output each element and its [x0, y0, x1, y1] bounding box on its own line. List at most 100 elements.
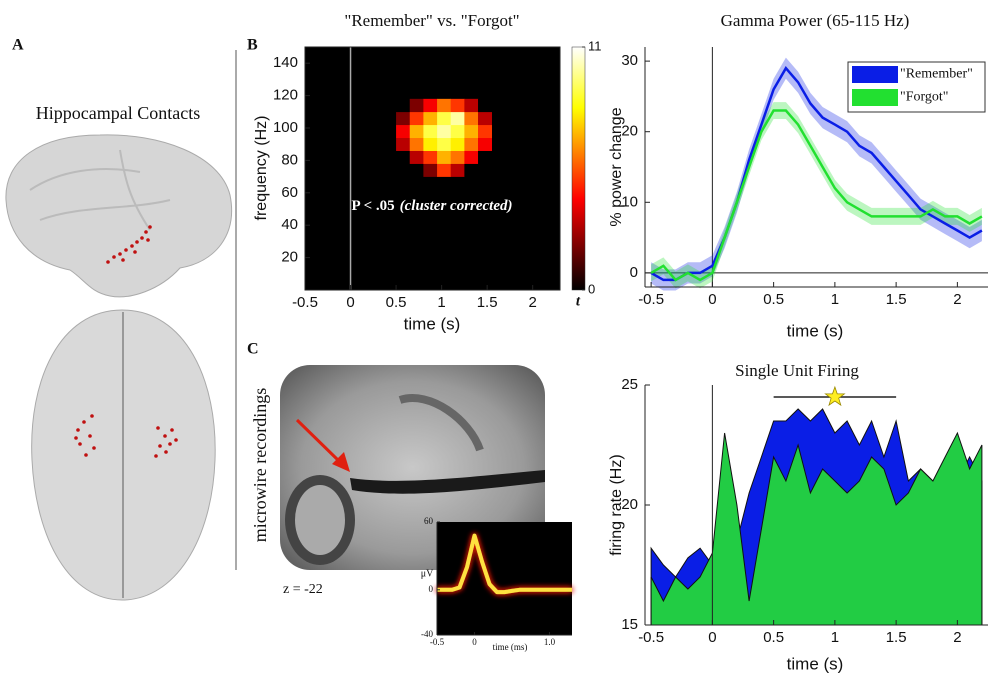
significance-star [824, 385, 846, 407]
y-tick-label: 0 [429, 584, 434, 594]
x-tick-label: -0.5 [638, 291, 664, 308]
x-axis-label: time (ms) [493, 642, 528, 652]
plot-frame [304, 46, 561, 291]
x-tick-label: 2 [953, 629, 961, 646]
y-tick-label: 60 [281, 184, 298, 201]
heatmap-cell [423, 137, 438, 151]
x-tick-label: 2 [953, 291, 961, 308]
legend-swatch [852, 66, 898, 83]
x-tick-label: 0 [708, 629, 716, 646]
heatmap-cell [423, 163, 438, 177]
x-tick-label: 1 [831, 291, 839, 308]
x-tick-label: 1.5 [477, 294, 498, 311]
heatmap-cell [450, 150, 465, 164]
x-axis-label: time (s) [404, 314, 461, 333]
y-axis-label: μV [421, 568, 434, 579]
sagittal-brain [5, 134, 232, 298]
y-axis-label: frequency (Hz) [253, 116, 270, 221]
heatmap-cell [437, 124, 452, 139]
legend-swatch [852, 89, 898, 106]
heatmap-cell [423, 150, 438, 164]
colorbar-label: t [576, 293, 581, 309]
error-band [651, 57, 982, 291]
heatmap-cell [450, 124, 465, 139]
x-tick-label: 0.5 [763, 291, 784, 308]
z-label: z = -22 [283, 582, 323, 597]
x-tick-label: 1.5 [886, 629, 907, 646]
y-tick-label: 15 [621, 616, 638, 633]
heatmap-cell [450, 98, 465, 113]
x-tick-label: -0.5 [430, 637, 445, 647]
y-tick-label: 20 [621, 123, 638, 140]
y-tick-label: 0 [630, 264, 638, 281]
y-tick-label: 80 [281, 151, 298, 168]
chart-title: Gamma Power (65-115 Hz) [721, 11, 910, 30]
heatmap-cell [478, 137, 492, 151]
heatmap-cell [437, 163, 452, 177]
heatmap-cell [396, 137, 411, 151]
heatmap-cell [478, 150, 492, 164]
annotation: P < .05 (cluster corrected) [351, 198, 512, 214]
heatmap-cell [437, 150, 452, 164]
chart: -0.5 0 1.0 -40 0 60 time (ms) μV [421, 516, 572, 652]
y-tick-label: 25 [621, 376, 638, 393]
heatmap-cell [478, 124, 492, 139]
waveform [437, 533, 572, 595]
heatmap-cell [478, 98, 492, 113]
legend-label: "Forgot" [900, 90, 949, 105]
heatmap-cell [464, 98, 479, 113]
x-tick-label: -0.5 [292, 294, 318, 311]
y-tick-label: 20 [281, 249, 298, 266]
series-area [650, 431, 983, 626]
plot-background [437, 522, 572, 635]
heatmap-cell [409, 124, 424, 139]
heatmap-cell [396, 150, 411, 164]
heatmap-cell [409, 111, 424, 126]
heatmap-cell [450, 163, 465, 177]
x-tick-label: 0.5 [763, 629, 784, 646]
x-tick-label: 0 [708, 291, 716, 308]
heatmap-cell [464, 124, 479, 139]
y-tick-label: 40 [281, 216, 298, 233]
x-tick-label: 1.5 [886, 291, 907, 308]
heatmap-cell [396, 124, 411, 139]
legend-label: "Remember" [900, 67, 973, 82]
mri-image [280, 365, 545, 570]
heatmap-cell [450, 137, 465, 151]
y-tick-label: 120 [273, 87, 298, 104]
y-axis-label: firing rate (Hz) [608, 454, 625, 555]
heatmap-cell [464, 163, 479, 177]
heatmap-cell [437, 98, 452, 113]
chart: P < .05 (cluster corrected) 0 11 t -0.5 0 0.5 1 1… [253, 11, 601, 334]
colorbar-tick-label: 11 [588, 38, 602, 53]
panel-label: A [12, 37, 24, 54]
y-tick-label: 20 [621, 496, 638, 513]
heatmap-cell [423, 111, 438, 126]
heatmap-cell [409, 163, 424, 177]
y-tick-label: 30 [621, 52, 638, 69]
heatmap-cell [396, 98, 411, 113]
heatmap-cell [437, 111, 452, 126]
axial-brain [31, 309, 216, 601]
heatmap-cell [409, 137, 424, 151]
chart: -0.5 0 0.5 1 1.5 2 15 20 25 Single Unit Firing tim… [608, 361, 988, 673]
heatmap-cell [464, 150, 479, 164]
chart-title: Single Unit Firing [735, 361, 859, 380]
y-tick-label: 100 [273, 119, 298, 136]
heatmap-cell [464, 111, 479, 126]
annotation-text: P < .05 [351, 198, 394, 214]
heatmap-cell [396, 111, 411, 126]
annotation-note: (cluster corrected) [400, 198, 513, 214]
x-tick-label: 0 [346, 294, 354, 311]
microwire-label: microwire recordings [250, 388, 270, 542]
heatmap-cell [437, 137, 452, 151]
heatmap-cell [478, 163, 492, 177]
heatmap-cell [409, 98, 424, 113]
x-tick-label: -0.5 [638, 629, 664, 646]
heatmap-cell [464, 137, 479, 151]
panel-label: C [247, 341, 259, 358]
x-tick-label: 1 [437, 294, 445, 311]
heatmap-cell [478, 111, 492, 126]
panel-label: B [247, 37, 258, 54]
